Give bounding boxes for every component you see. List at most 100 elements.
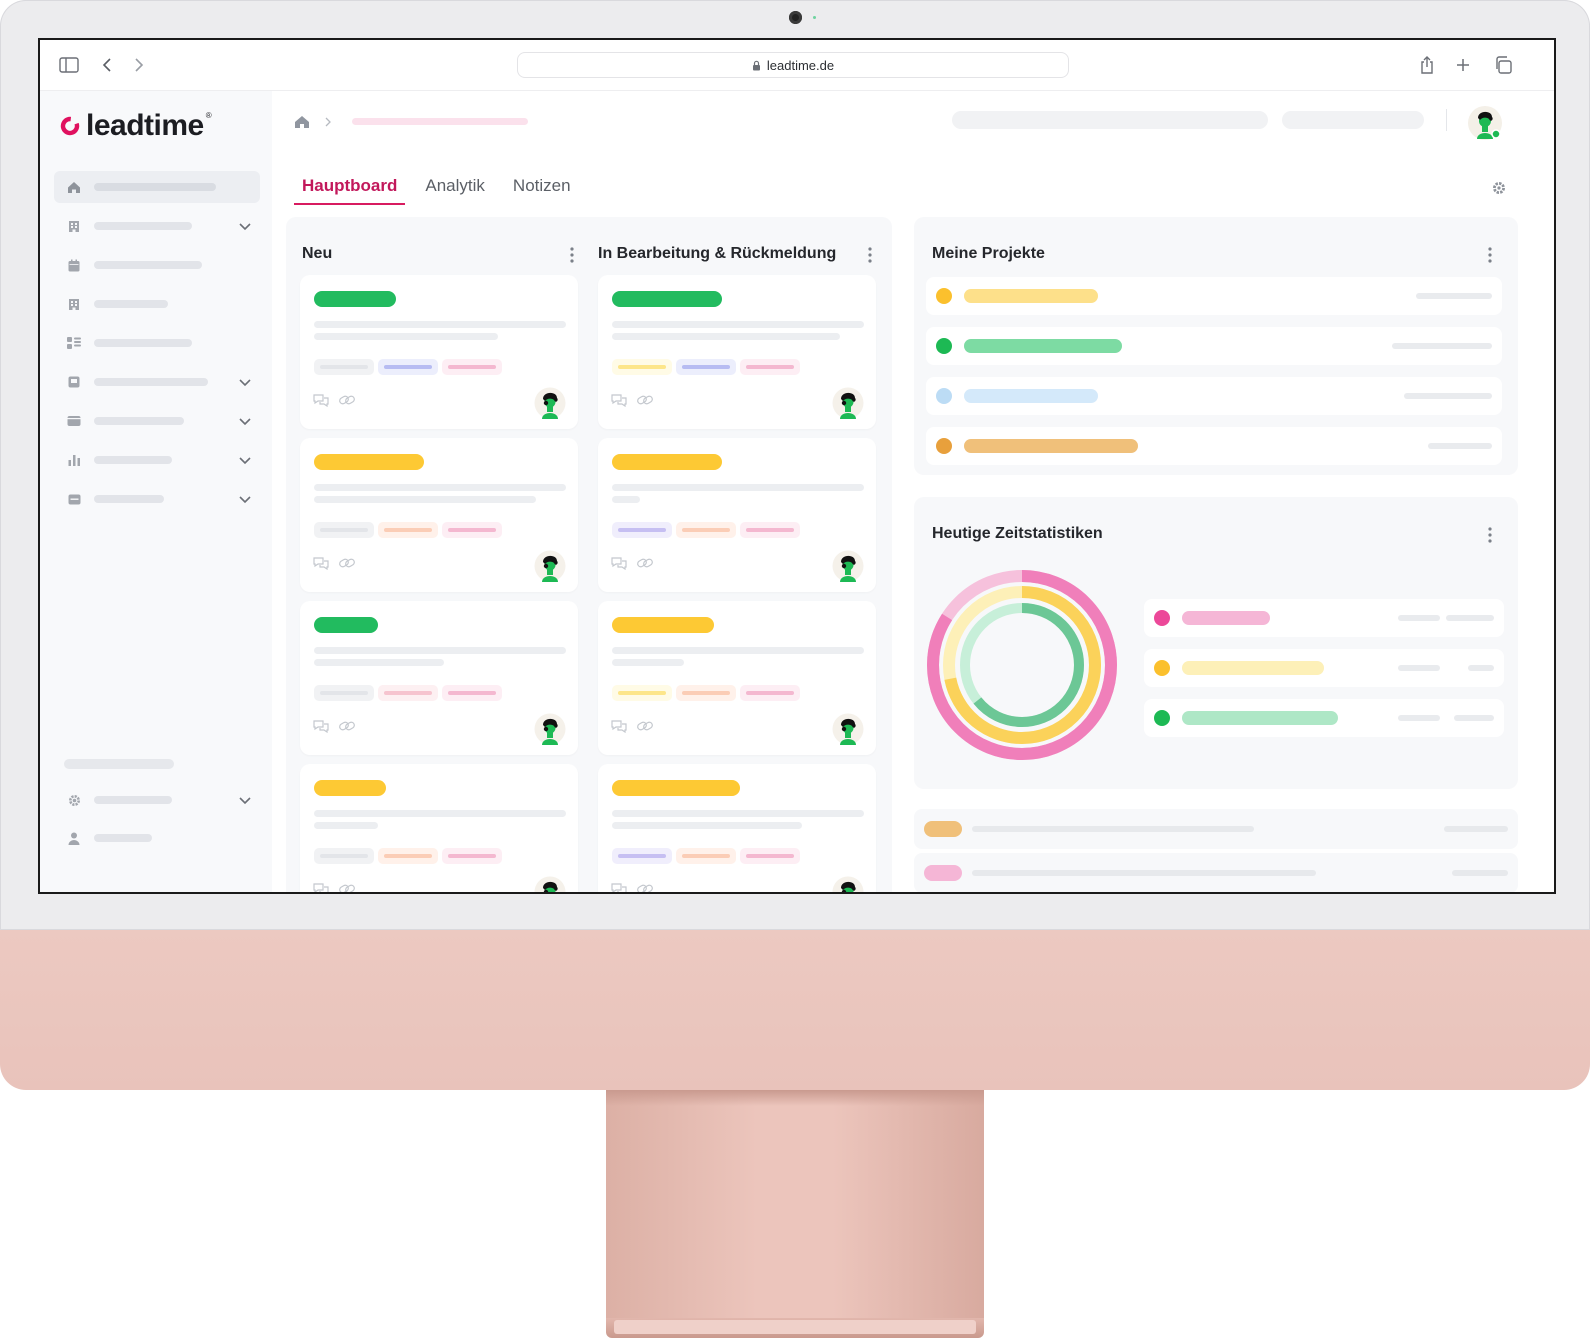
task-tag[interactable] xyxy=(676,522,736,538)
task-tag[interactable] xyxy=(676,848,736,864)
project-row[interactable] xyxy=(926,277,1502,315)
task-text-placeholder xyxy=(314,333,498,340)
task-tag[interactable] xyxy=(378,685,438,701)
task-tag[interactable] xyxy=(442,359,502,375)
chevron-down-icon[interactable] xyxy=(238,793,252,807)
calendar-icon xyxy=(66,257,82,273)
assignee-avatar[interactable] xyxy=(534,387,566,419)
task-card[interactable] xyxy=(598,601,876,755)
user-avatar[interactable] xyxy=(1467,105,1503,141)
assignee-avatar[interactable] xyxy=(832,876,864,892)
sidebar-item-calendar[interactable] xyxy=(54,249,260,281)
task-tag[interactable] xyxy=(314,522,374,538)
sidebar-toggle-icon[interactable] xyxy=(58,54,80,76)
time-stats-menu-icon[interactable] xyxy=(1488,527,1492,543)
tab-analytik[interactable]: Analytik xyxy=(425,176,485,195)
task-card[interactable] xyxy=(598,438,876,592)
task-text-placeholder xyxy=(612,484,864,491)
sidebar-item-boards[interactable] xyxy=(54,366,260,398)
building-icon xyxy=(66,218,82,234)
assignee-avatar[interactable] xyxy=(832,713,864,745)
task-text-placeholder xyxy=(314,810,566,817)
projects-menu-icon[interactable] xyxy=(1488,247,1492,263)
chevron-down-icon[interactable] xyxy=(238,375,252,389)
task-tag[interactable] xyxy=(676,685,736,701)
assignee-avatar[interactable] xyxy=(534,713,566,745)
task-tag[interactable] xyxy=(612,848,672,864)
board-settings-gear-icon[interactable] xyxy=(1492,181,1506,195)
task-card[interactable] xyxy=(300,438,578,592)
sidebar-item-reports[interactable] xyxy=(54,444,260,476)
task-meta-icons xyxy=(610,882,654,892)
chevron-down-icon[interactable] xyxy=(238,219,252,233)
task-tag[interactable] xyxy=(740,359,800,375)
share-icon[interactable] xyxy=(1416,54,1438,76)
task-meta-icons xyxy=(312,556,356,570)
column-menu-icon[interactable] xyxy=(868,247,872,263)
logo[interactable]: leadtime ® xyxy=(60,109,216,143)
stat-row[interactable] xyxy=(1144,599,1504,637)
task-card[interactable] xyxy=(300,601,578,755)
stat-row[interactable] xyxy=(1144,649,1504,687)
task-tag[interactable] xyxy=(378,359,438,375)
camera xyxy=(789,11,802,24)
forward-icon[interactable] xyxy=(128,54,150,76)
task-tag[interactable] xyxy=(612,685,672,701)
task-card[interactable] xyxy=(598,764,876,892)
task-tag[interactable] xyxy=(740,522,800,538)
home-icon xyxy=(66,179,82,195)
sidebar-item-companies[interactable] xyxy=(54,210,260,242)
task-card[interactable] xyxy=(598,275,876,429)
tab-notizen[interactable]: Notizen xyxy=(512,176,571,195)
stat-row[interactable] xyxy=(1144,699,1504,737)
assignee-avatar[interactable] xyxy=(534,550,566,582)
task-tag[interactable] xyxy=(740,848,800,864)
tabs-overview-icon[interactable] xyxy=(1492,54,1514,76)
assignee-avatar[interactable] xyxy=(832,550,864,582)
task-tag[interactable] xyxy=(314,685,374,701)
project-row[interactable] xyxy=(926,427,1502,465)
card-icon xyxy=(66,491,82,507)
assignee-avatar[interactable] xyxy=(534,876,566,892)
chevron-down-icon[interactable] xyxy=(238,453,252,467)
search-placeholder[interactable] xyxy=(952,111,1268,129)
sidebar-item-lists[interactable] xyxy=(54,327,260,359)
task-tag[interactable] xyxy=(442,685,502,701)
task-tag[interactable] xyxy=(612,359,672,375)
project-row[interactable] xyxy=(926,377,1502,415)
breadcrumb-chevron-icon xyxy=(325,117,331,127)
time-stats-donut xyxy=(927,570,1117,760)
task-tag[interactable] xyxy=(740,685,800,701)
task-tag[interactable] xyxy=(314,359,374,375)
task-tag[interactable] xyxy=(314,848,374,864)
new-tab-icon[interactable] xyxy=(1452,54,1474,76)
task-card[interactable] xyxy=(300,275,578,429)
monitor-foot xyxy=(606,1318,984,1338)
task-tag[interactable] xyxy=(378,848,438,864)
breadcrumb-home-icon[interactable] xyxy=(294,115,310,129)
task-tag[interactable] xyxy=(378,522,438,538)
back-icon[interactable] xyxy=(96,54,118,76)
list-item[interactable] xyxy=(914,809,1518,849)
sidebar-item-buildings[interactable] xyxy=(54,288,260,320)
task-tag[interactable] xyxy=(676,359,736,375)
sidebar-item-settings[interactable] xyxy=(54,784,260,816)
sidebar-item-home[interactable] xyxy=(54,171,260,203)
sidebar-item-contracts[interactable] xyxy=(54,483,260,515)
address-bar[interactable]: leadtime.de xyxy=(517,52,1069,78)
project-row[interactable] xyxy=(926,327,1502,365)
sidebar-item-finance[interactable] xyxy=(54,405,260,437)
task-tag[interactable] xyxy=(442,848,502,864)
task-meta-icons xyxy=(312,719,356,733)
task-tag[interactable] xyxy=(442,522,502,538)
task-tag[interactable] xyxy=(612,522,672,538)
column-menu-icon[interactable] xyxy=(570,247,574,263)
tab-hauptboard[interactable]: Hauptboard xyxy=(288,175,411,205)
assignee-avatar[interactable] xyxy=(832,387,864,419)
chevron-down-icon[interactable] xyxy=(238,492,252,506)
chevron-down-icon[interactable] xyxy=(238,414,252,428)
list-item[interactable] xyxy=(914,853,1518,892)
header-action-placeholder[interactable] xyxy=(1282,111,1424,129)
sidebar-item-profile[interactable] xyxy=(54,822,260,854)
task-card[interactable] xyxy=(300,764,578,892)
